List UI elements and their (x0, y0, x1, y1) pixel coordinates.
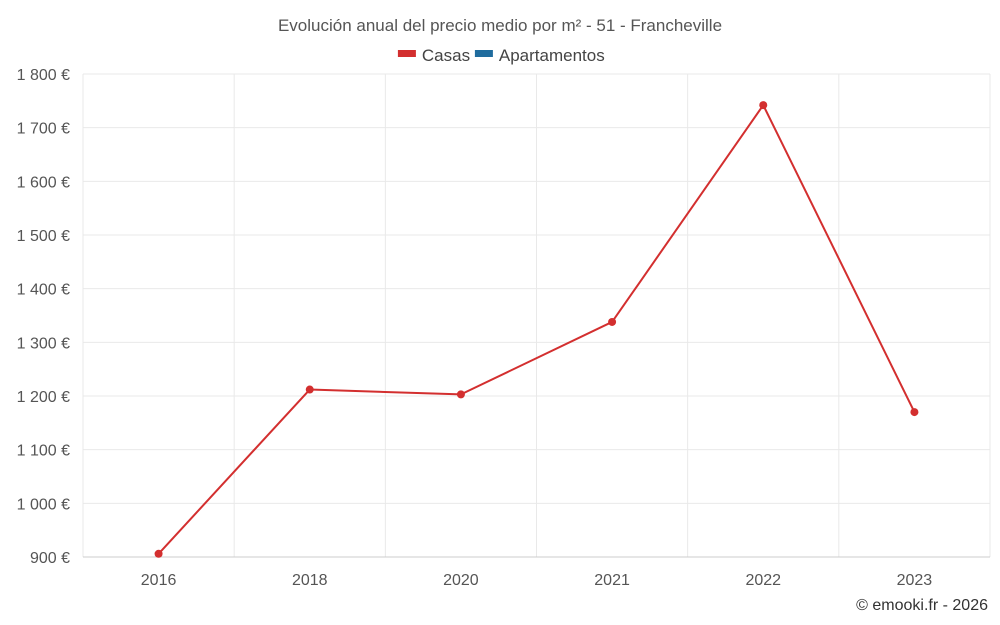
series-line-0 (157, 104, 916, 555)
y-tick-label-2: 1 100 € (17, 443, 70, 460)
x-tick-label-2: 2020 (443, 572, 479, 589)
x-tick-label-3: 2021 (594, 572, 630, 589)
y-tick-label-0: 900 € (30, 550, 70, 567)
x-tick-label-0: 2016 (141, 572, 177, 589)
y-tick-label-4: 1 300 € (17, 335, 70, 352)
data-point-0-1[interactable] (305, 385, 314, 394)
legend-label-0[interactable]: Casas (422, 46, 470, 65)
y-tick-label-8: 1 700 € (17, 121, 70, 138)
y-tick-label-5: 1 400 € (17, 282, 70, 299)
data-point-0-0[interactable] (154, 549, 163, 558)
y-tick-label-6: 1 500 € (17, 228, 70, 245)
y-tick-label-3: 1 200 € (17, 389, 70, 406)
x-tick-label-4: 2022 (745, 572, 781, 589)
chart-title: Evolución anual del precio medio por m² … (278, 16, 722, 35)
data-point-0-5[interactable] (910, 408, 919, 417)
series-layer (154, 101, 919, 558)
grid (82, 73, 991, 557)
y-tick-label-1: 1 000 € (17, 496, 70, 513)
x-tick-label-5: 2023 (897, 572, 933, 589)
x-tick-label-1: 2018 (292, 572, 328, 589)
y-tick-label-7: 1 600 € (17, 174, 70, 191)
data-point-0-3[interactable] (608, 317, 617, 326)
data-point-0-2[interactable] (456, 390, 465, 399)
credit-text: © emooki.fr - 2026 (856, 597, 988, 614)
legend-swatch-1[interactable] (474, 50, 493, 57)
x-axis-ticks: 2016 2018 2020 2021 2022 2023 (141, 572, 933, 589)
legend-label-1[interactable]: Apartamentos (499, 46, 605, 65)
legend[interactable]: Casas Apartamentos (397, 46, 605, 65)
legend-swatch-0[interactable] (397, 50, 416, 57)
y-axis-ticks: 900 € 1 000 € 1 100 € 1 200 € 1 300 € 1 400 €… (17, 67, 70, 567)
y-tick-label-9: 1 800 € (17, 67, 70, 84)
data-point-0-4[interactable] (759, 101, 768, 110)
